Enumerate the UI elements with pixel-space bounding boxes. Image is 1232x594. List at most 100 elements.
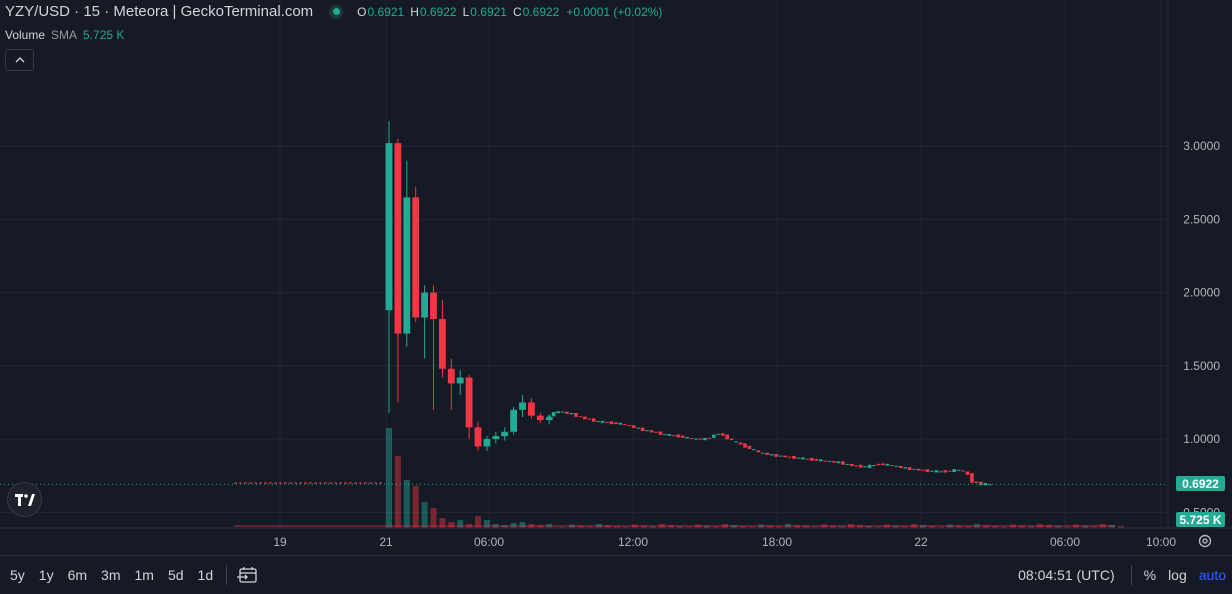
range-1d-button[interactable]: 1d xyxy=(197,567,214,583)
candle-body xyxy=(707,437,712,439)
candle-body xyxy=(872,464,876,466)
candle-body xyxy=(907,467,912,471)
range-1m-button[interactable]: 1m xyxy=(134,567,154,583)
volume-bar xyxy=(956,525,962,528)
volume-value: 5.725 K xyxy=(83,28,125,42)
volume-bar xyxy=(839,526,845,528)
candle-body xyxy=(631,425,636,428)
range-1y-button[interactable]: 1y xyxy=(38,567,54,583)
range-6m-button[interactable]: 6m xyxy=(67,567,88,583)
volume-bar xyxy=(587,526,593,528)
calendar-range-icon[interactable] xyxy=(237,566,259,584)
volume-bar xyxy=(947,524,953,528)
candle-body xyxy=(845,463,850,465)
candle-body xyxy=(814,459,818,461)
volume-bar xyxy=(394,456,401,528)
candle-body xyxy=(970,473,974,483)
candle-body xyxy=(832,460,836,463)
ohlc-low: L0.6921 xyxy=(462,4,507,19)
candlestick-series xyxy=(385,121,553,451)
log-scale-toggle[interactable]: log xyxy=(1168,567,1187,583)
volume-legend: Volume SMA 5.725 K xyxy=(5,28,124,42)
candle-body xyxy=(385,143,393,311)
trend-candles xyxy=(547,411,992,486)
volume-bar xyxy=(929,526,935,528)
volume-bar xyxy=(439,518,446,528)
candle-body xyxy=(456,377,464,384)
candle-body xyxy=(587,418,592,420)
candle-body xyxy=(680,435,685,438)
candle-body xyxy=(636,427,640,429)
candle-body xyxy=(465,377,473,428)
volume-bar xyxy=(902,526,908,528)
range-5d-button[interactable]: 5d xyxy=(167,567,184,583)
volume-bar xyxy=(1118,526,1124,528)
candle-body xyxy=(930,470,934,472)
gear-icon[interactable] xyxy=(1197,533,1213,549)
candle-body xyxy=(778,455,783,457)
volume-bar xyxy=(537,525,544,528)
candle-body xyxy=(689,438,694,440)
candle-body xyxy=(569,413,574,415)
candle-body xyxy=(591,418,596,422)
toolbar-divider xyxy=(226,565,228,585)
auto-scale-toggle[interactable]: auto xyxy=(1198,567,1226,583)
range-5y-button[interactable]: 5y xyxy=(10,567,25,583)
volume-bar xyxy=(1028,526,1034,528)
candle-body xyxy=(743,443,747,448)
volume-bar xyxy=(546,524,553,528)
percent-scale-toggle[interactable]: % xyxy=(1143,567,1157,583)
candle-body xyxy=(528,402,535,416)
time-axis[interactable]: 19 21 06:00 12:00 18:00 22 06:00 10:00 xyxy=(273,535,1176,549)
volume-label: Volume xyxy=(5,28,46,42)
tradingview-logo[interactable] xyxy=(7,482,42,517)
candle-body xyxy=(867,464,872,469)
collapse-legend-button[interactable] xyxy=(5,49,34,71)
volume-bar xyxy=(466,524,473,528)
ohlc-high: H0.6922 xyxy=(410,4,457,19)
candle-body xyxy=(734,441,738,443)
candle-body xyxy=(618,422,623,425)
volume-bar xyxy=(695,524,701,528)
candle-body xyxy=(916,468,921,471)
candle-body xyxy=(596,420,600,422)
candle-body xyxy=(885,463,890,466)
candle-body xyxy=(640,427,645,431)
volume-bar xyxy=(821,524,827,528)
candle-body xyxy=(881,463,885,466)
candle-body xyxy=(605,422,609,424)
candle-body xyxy=(765,452,770,455)
candle-body xyxy=(956,469,961,471)
candle-body xyxy=(556,411,560,414)
volume-bar xyxy=(483,520,490,528)
volume-sma-label: SMA xyxy=(51,28,78,42)
candle-body xyxy=(672,435,676,437)
candle-body xyxy=(801,457,805,460)
volume-bar xyxy=(614,526,620,528)
candle-body xyxy=(974,481,979,483)
volume-bar xyxy=(596,524,602,528)
candle-body xyxy=(738,442,743,445)
volume-bar xyxy=(1100,524,1106,528)
candle-body xyxy=(854,465,859,467)
volume-bar xyxy=(632,524,638,528)
candle-body xyxy=(769,454,774,456)
chevron-up-icon xyxy=(15,57,24,63)
candle-body xyxy=(796,457,801,459)
candle-body xyxy=(979,481,983,486)
candle-body xyxy=(510,409,517,432)
volume-bar xyxy=(974,524,980,528)
volume-bar xyxy=(386,428,392,528)
range-3m-button[interactable]: 3m xyxy=(101,567,121,583)
candle-body xyxy=(876,463,881,466)
volume-bar xyxy=(528,524,535,528)
volume-bar xyxy=(722,524,728,528)
status-dot-icon xyxy=(329,4,344,19)
volume-bar xyxy=(569,524,575,528)
candle-body xyxy=(720,433,725,436)
volume-bar xyxy=(704,525,710,528)
utc-clock[interactable]: 08:04:51 (UTC) xyxy=(1018,567,1115,583)
last-volume-tag: 5.725 K xyxy=(1176,512,1225,527)
